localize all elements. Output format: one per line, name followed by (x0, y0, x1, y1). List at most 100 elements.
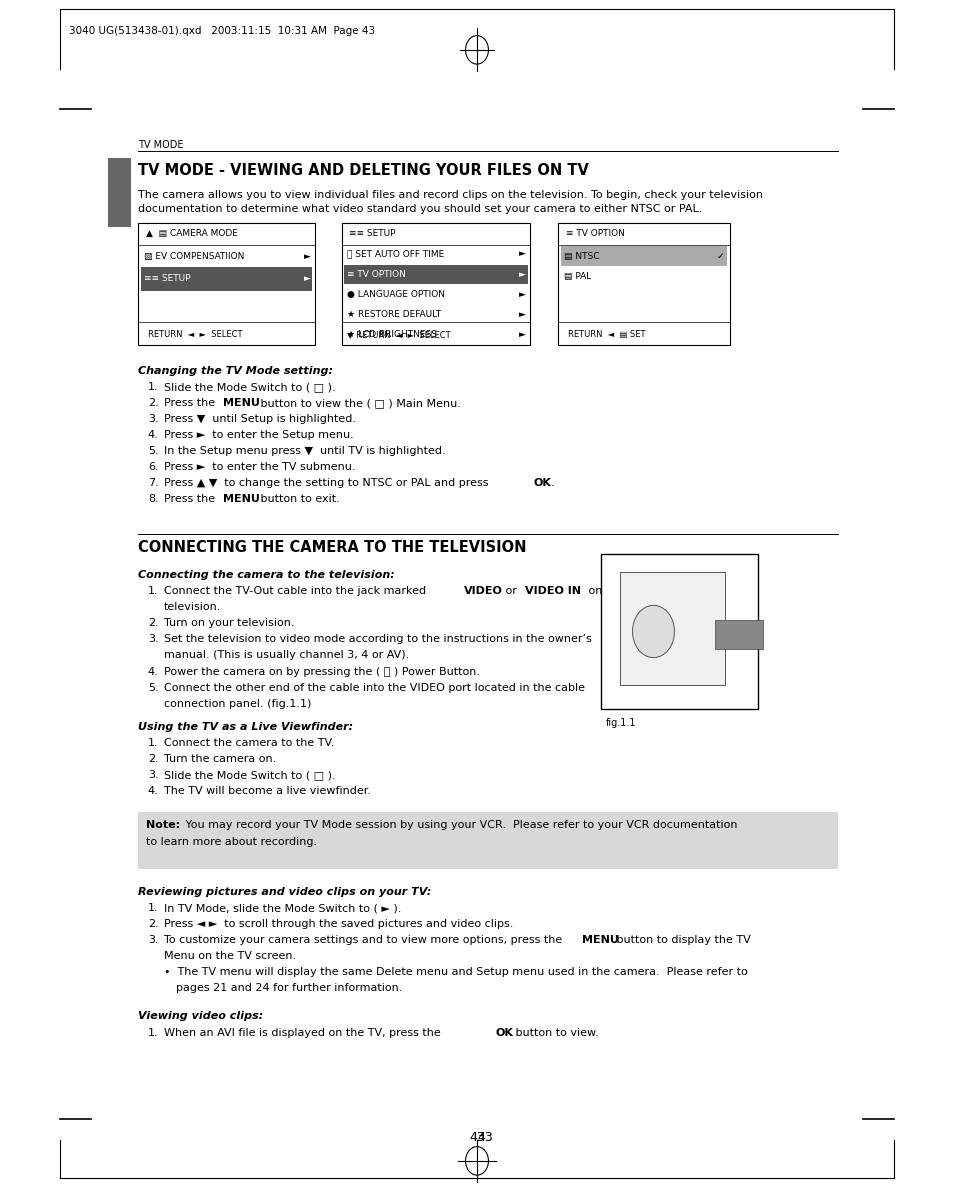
Text: En: En (111, 186, 128, 198)
Text: Press ▲ ▼  to change the setting to NTSC or PAL and press: Press ▲ ▼ to change the setting to NTSC … (164, 478, 492, 488)
Text: on your: on your (584, 586, 630, 596)
Text: 3040 UG(513438-01).qxd   2003:11:15  10:31 AM  Page 43: 3040 UG(513438-01).qxd 2003:11:15 10:31 … (69, 26, 375, 36)
Text: When an AVI file is displayed on the TV, press the: When an AVI file is displayed on the TV,… (164, 1028, 444, 1037)
FancyBboxPatch shape (558, 223, 729, 345)
Text: Reviewing pictures and video clips on your TV:: Reviewing pictures and video clips on yo… (138, 887, 432, 896)
Text: Turn the camera on.: Turn the camera on. (164, 755, 276, 764)
FancyBboxPatch shape (715, 620, 762, 649)
Text: •  The TV menu will display the same Delete menu and Setup menu used in the came: • The TV menu will display the same Dele… (164, 967, 747, 977)
Text: ★ RESTORE DEFAULT: ★ RESTORE DEFAULT (347, 310, 441, 319)
Text: Menu on the TV screen.: Menu on the TV screen. (164, 951, 295, 961)
Text: 4.: 4. (148, 667, 158, 677)
Text: Press ►  to enter the TV submenu.: Press ► to enter the TV submenu. (164, 463, 355, 472)
Text: 2.: 2. (148, 919, 158, 929)
Text: 1.: 1. (148, 382, 158, 392)
Text: manual. (This is usually channel 3, 4 or AV).: manual. (This is usually channel 3, 4 or… (164, 650, 409, 660)
Text: television.: television. (164, 603, 221, 612)
FancyBboxPatch shape (141, 267, 312, 291)
FancyBboxPatch shape (138, 223, 314, 345)
Text: RETURN  ◄  ▤ SET: RETURN ◄ ▤ SET (567, 330, 644, 339)
Text: 2.: 2. (148, 399, 158, 408)
Text: ≡≡ SETUP: ≡≡ SETUP (349, 229, 395, 239)
Text: ►: ► (518, 330, 526, 339)
Text: Viewing video clips:: Viewing video clips: (138, 1011, 263, 1021)
Text: pages 21 and 24 for further information.: pages 21 and 24 for further information. (175, 983, 401, 994)
Text: button to view the ( □ ) Main Menu.: button to view the ( □ ) Main Menu. (256, 399, 460, 408)
Text: ►: ► (518, 290, 526, 299)
Text: 3.: 3. (148, 414, 158, 424)
Text: 43: 43 (476, 1131, 493, 1144)
Text: to learn more about recording.: to learn more about recording. (146, 837, 316, 846)
Text: Connect the camera to the TV.: Connect the camera to the TV. (164, 738, 335, 748)
Text: ►: ► (518, 249, 526, 259)
Text: ≡ TV OPTION: ≡ TV OPTION (565, 229, 624, 239)
Text: Connect the other end of the cable into the VIDEO port located in the cable: Connect the other end of the cable into … (164, 683, 584, 692)
Text: Slide the Mode Switch to ( □ ).: Slide the Mode Switch to ( □ ). (164, 382, 335, 392)
Text: TV MODE - VIEWING AND DELETING YOUR FILES ON TV: TV MODE - VIEWING AND DELETING YOUR FILE… (138, 163, 589, 178)
Text: RETURN  ◄  ►  SELECT: RETURN ◄ ► SELECT (148, 330, 242, 339)
Text: 2.: 2. (148, 618, 158, 628)
Text: ● LANGUAGE OPTION: ● LANGUAGE OPTION (347, 290, 445, 299)
FancyBboxPatch shape (600, 554, 758, 709)
FancyBboxPatch shape (341, 223, 530, 345)
Text: button to display the TV: button to display the TV (613, 935, 750, 945)
Text: MENU: MENU (223, 399, 260, 408)
FancyBboxPatch shape (619, 572, 724, 685)
Text: Press the: Press the (164, 495, 218, 504)
FancyBboxPatch shape (560, 246, 726, 266)
Text: ►: ► (303, 274, 311, 284)
Text: button to exit.: button to exit. (256, 495, 339, 504)
Text: 7.: 7. (148, 478, 158, 488)
Text: Connect the TV-Out cable into the jack marked: Connect the TV-Out cable into the jack m… (164, 586, 429, 596)
Text: ✓: ✓ (716, 252, 723, 261)
Text: documentation to determine what video standard you should set your camera to eit: documentation to determine what video st… (138, 204, 702, 214)
Text: CONNECTING THE CAMERA TO THE TELEVISION: CONNECTING THE CAMERA TO THE TELEVISION (138, 540, 526, 556)
Text: In TV Mode, slide the Mode Switch to ( ► ).: In TV Mode, slide the Mode Switch to ( ►… (164, 903, 401, 913)
Text: Press ◄ ►  to scroll through the saved pictures and video clips.: Press ◄ ► to scroll through the saved pi… (164, 919, 513, 929)
FancyBboxPatch shape (108, 158, 131, 227)
Text: In the Setup menu press ▼  until TV is highlighted.: In the Setup menu press ▼ until TV is hi… (164, 446, 445, 456)
Text: TV MODE: TV MODE (138, 140, 184, 150)
Text: OK: OK (495, 1028, 513, 1037)
FancyBboxPatch shape (138, 812, 837, 869)
Text: Press ▼  until Setup is highlighted.: Press ▼ until Setup is highlighted. (164, 414, 355, 424)
Text: Press the: Press the (164, 399, 218, 408)
Text: Turn on your television.: Turn on your television. (164, 618, 294, 628)
Text: Set the television to video mode according to the instructions in the owner’s: Set the television to video mode accordi… (164, 635, 591, 645)
Text: ▼ RETURN  ◄  ►  SELECT: ▼ RETURN ◄ ► SELECT (347, 330, 451, 339)
Text: ★ LCD BRIGHTNESS: ★ LCD BRIGHTNESS (347, 330, 436, 339)
Text: ▲  ▤ CAMERA MODE: ▲ ▤ CAMERA MODE (146, 229, 237, 239)
Text: 5.: 5. (148, 683, 158, 692)
Text: 1.: 1. (148, 738, 158, 748)
Text: fig.1.1: fig.1.1 (605, 718, 636, 728)
Text: ▤ NTSC: ▤ NTSC (563, 252, 598, 261)
Text: 5.: 5. (148, 446, 158, 456)
Text: 4.: 4. (148, 431, 158, 440)
Text: ►: ► (303, 252, 311, 261)
Text: 2.: 2. (148, 755, 158, 764)
Text: 3.: 3. (148, 935, 158, 945)
Text: 1.: 1. (148, 586, 158, 596)
Text: ⏰ SET AUTO OFF TIME: ⏰ SET AUTO OFF TIME (347, 249, 444, 259)
Text: OK: OK (533, 478, 551, 488)
Text: 3.: 3. (148, 635, 158, 645)
Text: 8.: 8. (148, 495, 158, 504)
FancyBboxPatch shape (344, 265, 527, 284)
Text: button to view.: button to view. (512, 1028, 598, 1037)
Text: 6.: 6. (148, 463, 158, 472)
Text: Slide the Mode Switch to ( □ ).: Slide the Mode Switch to ( □ ). (164, 770, 335, 780)
Text: Connecting the camera to the television:: Connecting the camera to the television: (138, 570, 395, 579)
Text: ►: ► (518, 310, 526, 319)
Text: Note:: Note: (146, 820, 180, 830)
Text: connection panel. (fig.1.1): connection panel. (fig.1.1) (164, 698, 311, 709)
Text: 3.: 3. (148, 770, 158, 780)
Text: ▧ EV COMPENSATIION: ▧ EV COMPENSATIION (144, 252, 244, 261)
Text: .: . (550, 478, 554, 488)
Text: VIDEO IN: VIDEO IN (524, 586, 580, 596)
Text: Power the camera on by pressing the ( ⓘ ) Power Button.: Power the camera on by pressing the ( ⓘ … (164, 667, 479, 677)
Text: ≡≡ SETUP: ≡≡ SETUP (144, 274, 191, 284)
Text: or: or (501, 586, 519, 596)
Text: MENU: MENU (581, 935, 618, 945)
Text: ▤ PAL: ▤ PAL (563, 272, 591, 281)
Text: Press ►  to enter the Setup menu.: Press ► to enter the Setup menu. (164, 431, 354, 440)
